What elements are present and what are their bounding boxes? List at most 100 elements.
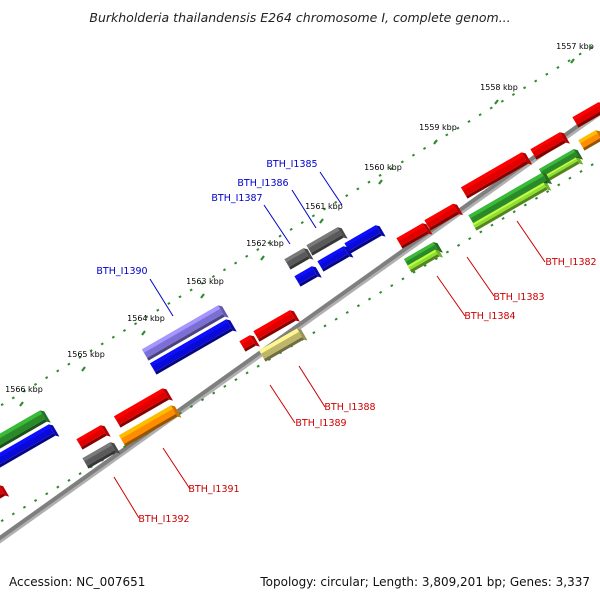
gene-block-blue <box>150 319 237 375</box>
gene-block-red-cap <box>249 335 260 347</box>
tick-label: 1566 kbp <box>5 385 43 394</box>
inner-dot-ring <box>11 512 15 516</box>
gene-block-grey-shadow <box>87 450 117 469</box>
gene-block-BTH_I1385-cap <box>375 225 386 237</box>
gene-label-BTH_I1389: BTH_I1389 <box>295 418 346 429</box>
gene-block-orange-shadow <box>583 138 600 151</box>
gene-block-blue-face <box>0 424 54 465</box>
gene-block-BTH_I1391-highlight <box>114 388 165 420</box>
gene-block-lime <box>543 157 584 183</box>
outer-dot-ring <box>178 295 182 299</box>
tick-label: 1563 kbp <box>186 277 224 286</box>
inner-dot-ring <box>568 176 572 180</box>
outer-dot-ring <box>300 221 304 225</box>
outer-dot-ring <box>489 106 493 110</box>
outer-dot-ring <box>411 153 416 157</box>
inner-dot-ring <box>390 284 394 288</box>
genome-summary-text: Topology: circular; Length: 3,809,201 bp… <box>260 575 590 589</box>
gene-block-BTH_I1385 <box>344 225 386 254</box>
leader-line <box>263 204 291 245</box>
leader-line <box>436 275 466 317</box>
gene-block-BTH_I1387-highlight <box>294 266 314 280</box>
outer-dot-ring <box>345 194 349 198</box>
tick-label: 1564 kbp <box>127 314 165 323</box>
gene-block-grey-cap <box>303 248 314 260</box>
inner-dot-ring <box>323 324 327 328</box>
inner-dot-ring <box>256 364 260 368</box>
gene-block-BTH_I1388-shadow <box>258 318 296 342</box>
gene-block-BTH_I1386-shadow <box>322 254 350 272</box>
outer-dot-ring <box>245 254 249 258</box>
gene-label-BTH_I1391: BTH_I1391 <box>188 484 239 495</box>
outer-dot-ring <box>556 66 560 70</box>
tick-label: 1557 kbp <box>556 42 594 51</box>
gene-block-red-highlight <box>396 223 425 242</box>
outer-dot-ring <box>0 403 4 407</box>
tick-mark <box>319 218 324 224</box>
inner-dot-ring <box>56 485 60 489</box>
gene-block-red <box>572 102 600 128</box>
outer-dot-ring <box>89 349 93 353</box>
inner-dot-ring <box>223 384 227 388</box>
tick-mark <box>378 179 383 185</box>
gene-block-orange <box>578 130 600 151</box>
gene-block-orange-shadow <box>124 414 178 447</box>
tick-label: 1561 kbp <box>305 202 343 211</box>
gene-label-BTH_I1386: BTH_I1386 <box>237 178 288 189</box>
gene-block-green-cap <box>573 149 584 160</box>
tick-mark <box>260 255 265 261</box>
outer-dot-ring <box>422 146 427 150</box>
tick-mark <box>570 58 575 64</box>
outer-dot-ring <box>67 362 71 366</box>
tick-mark <box>81 366 86 372</box>
gene-block-red-shadow <box>577 111 600 128</box>
gene-block-BTH_I1386-cap <box>343 246 354 258</box>
gene-block-lime-cap <box>543 182 552 191</box>
gene-block-grey-highlight <box>306 227 340 249</box>
outer-dot-ring <box>378 173 382 177</box>
gene-block-red <box>530 132 570 160</box>
inner-dot-ring <box>45 492 49 496</box>
inner-dot-ring <box>0 519 4 523</box>
inner-dot-ring <box>490 223 494 227</box>
inner-dot-ring <box>356 304 360 308</box>
outer-dot-ring <box>400 160 404 164</box>
tick-mark <box>141 330 146 336</box>
outer-dot-ring <box>500 99 504 103</box>
gene-block-BTH_I1391 <box>114 388 173 428</box>
tick-mark <box>494 99 499 105</box>
inner-dot-ring <box>367 297 372 301</box>
gene-block-grey-highlight <box>82 442 113 462</box>
inner-dot-ring <box>312 331 316 335</box>
inner-dot-ring <box>379 290 383 294</box>
gene-block-BTH_I1392-cap <box>100 425 111 437</box>
inner-dot-ring <box>401 277 405 281</box>
gene-block-red-highlight <box>0 486 1 489</box>
tick-label: 1565 kbp <box>67 350 105 359</box>
gene-block-orange-highlight <box>578 130 598 144</box>
gene-block-green <box>0 410 51 449</box>
gene-label-BTH_I1382: BTH_I1382 <box>545 257 596 268</box>
gene-block-BTH_I1389 <box>259 328 308 362</box>
gene-block-red-cap <box>422 223 433 235</box>
leader-line <box>149 278 174 317</box>
gene-block-BTH_I1385-shadow <box>349 233 382 254</box>
gene-block-green-highlight <box>0 410 43 439</box>
gene-block-BTH_I1386 <box>317 246 354 272</box>
inner-dot-ring <box>512 210 516 214</box>
inner-dot-ring <box>34 498 38 502</box>
genome-title: Burkholderia thailandensis E264 chromoso… <box>89 10 511 25</box>
outer-dot-ring <box>334 200 338 204</box>
gene-block-orange-highlight <box>119 405 173 439</box>
outer-dot-ring <box>478 113 482 117</box>
gene-block-blue-highlight <box>0 424 51 458</box>
gene-block-red-cap <box>453 203 464 216</box>
inner-dot-ring <box>67 478 71 482</box>
accession-text: Accession: NC_007651 <box>9 575 146 589</box>
outer-dot-ring <box>22 389 27 393</box>
gene-block-BTH_I1389-cap <box>297 328 308 341</box>
inner-dot-ring <box>546 190 550 194</box>
tick-mark <box>200 293 205 299</box>
outer-dot-ring <box>211 275 215 279</box>
